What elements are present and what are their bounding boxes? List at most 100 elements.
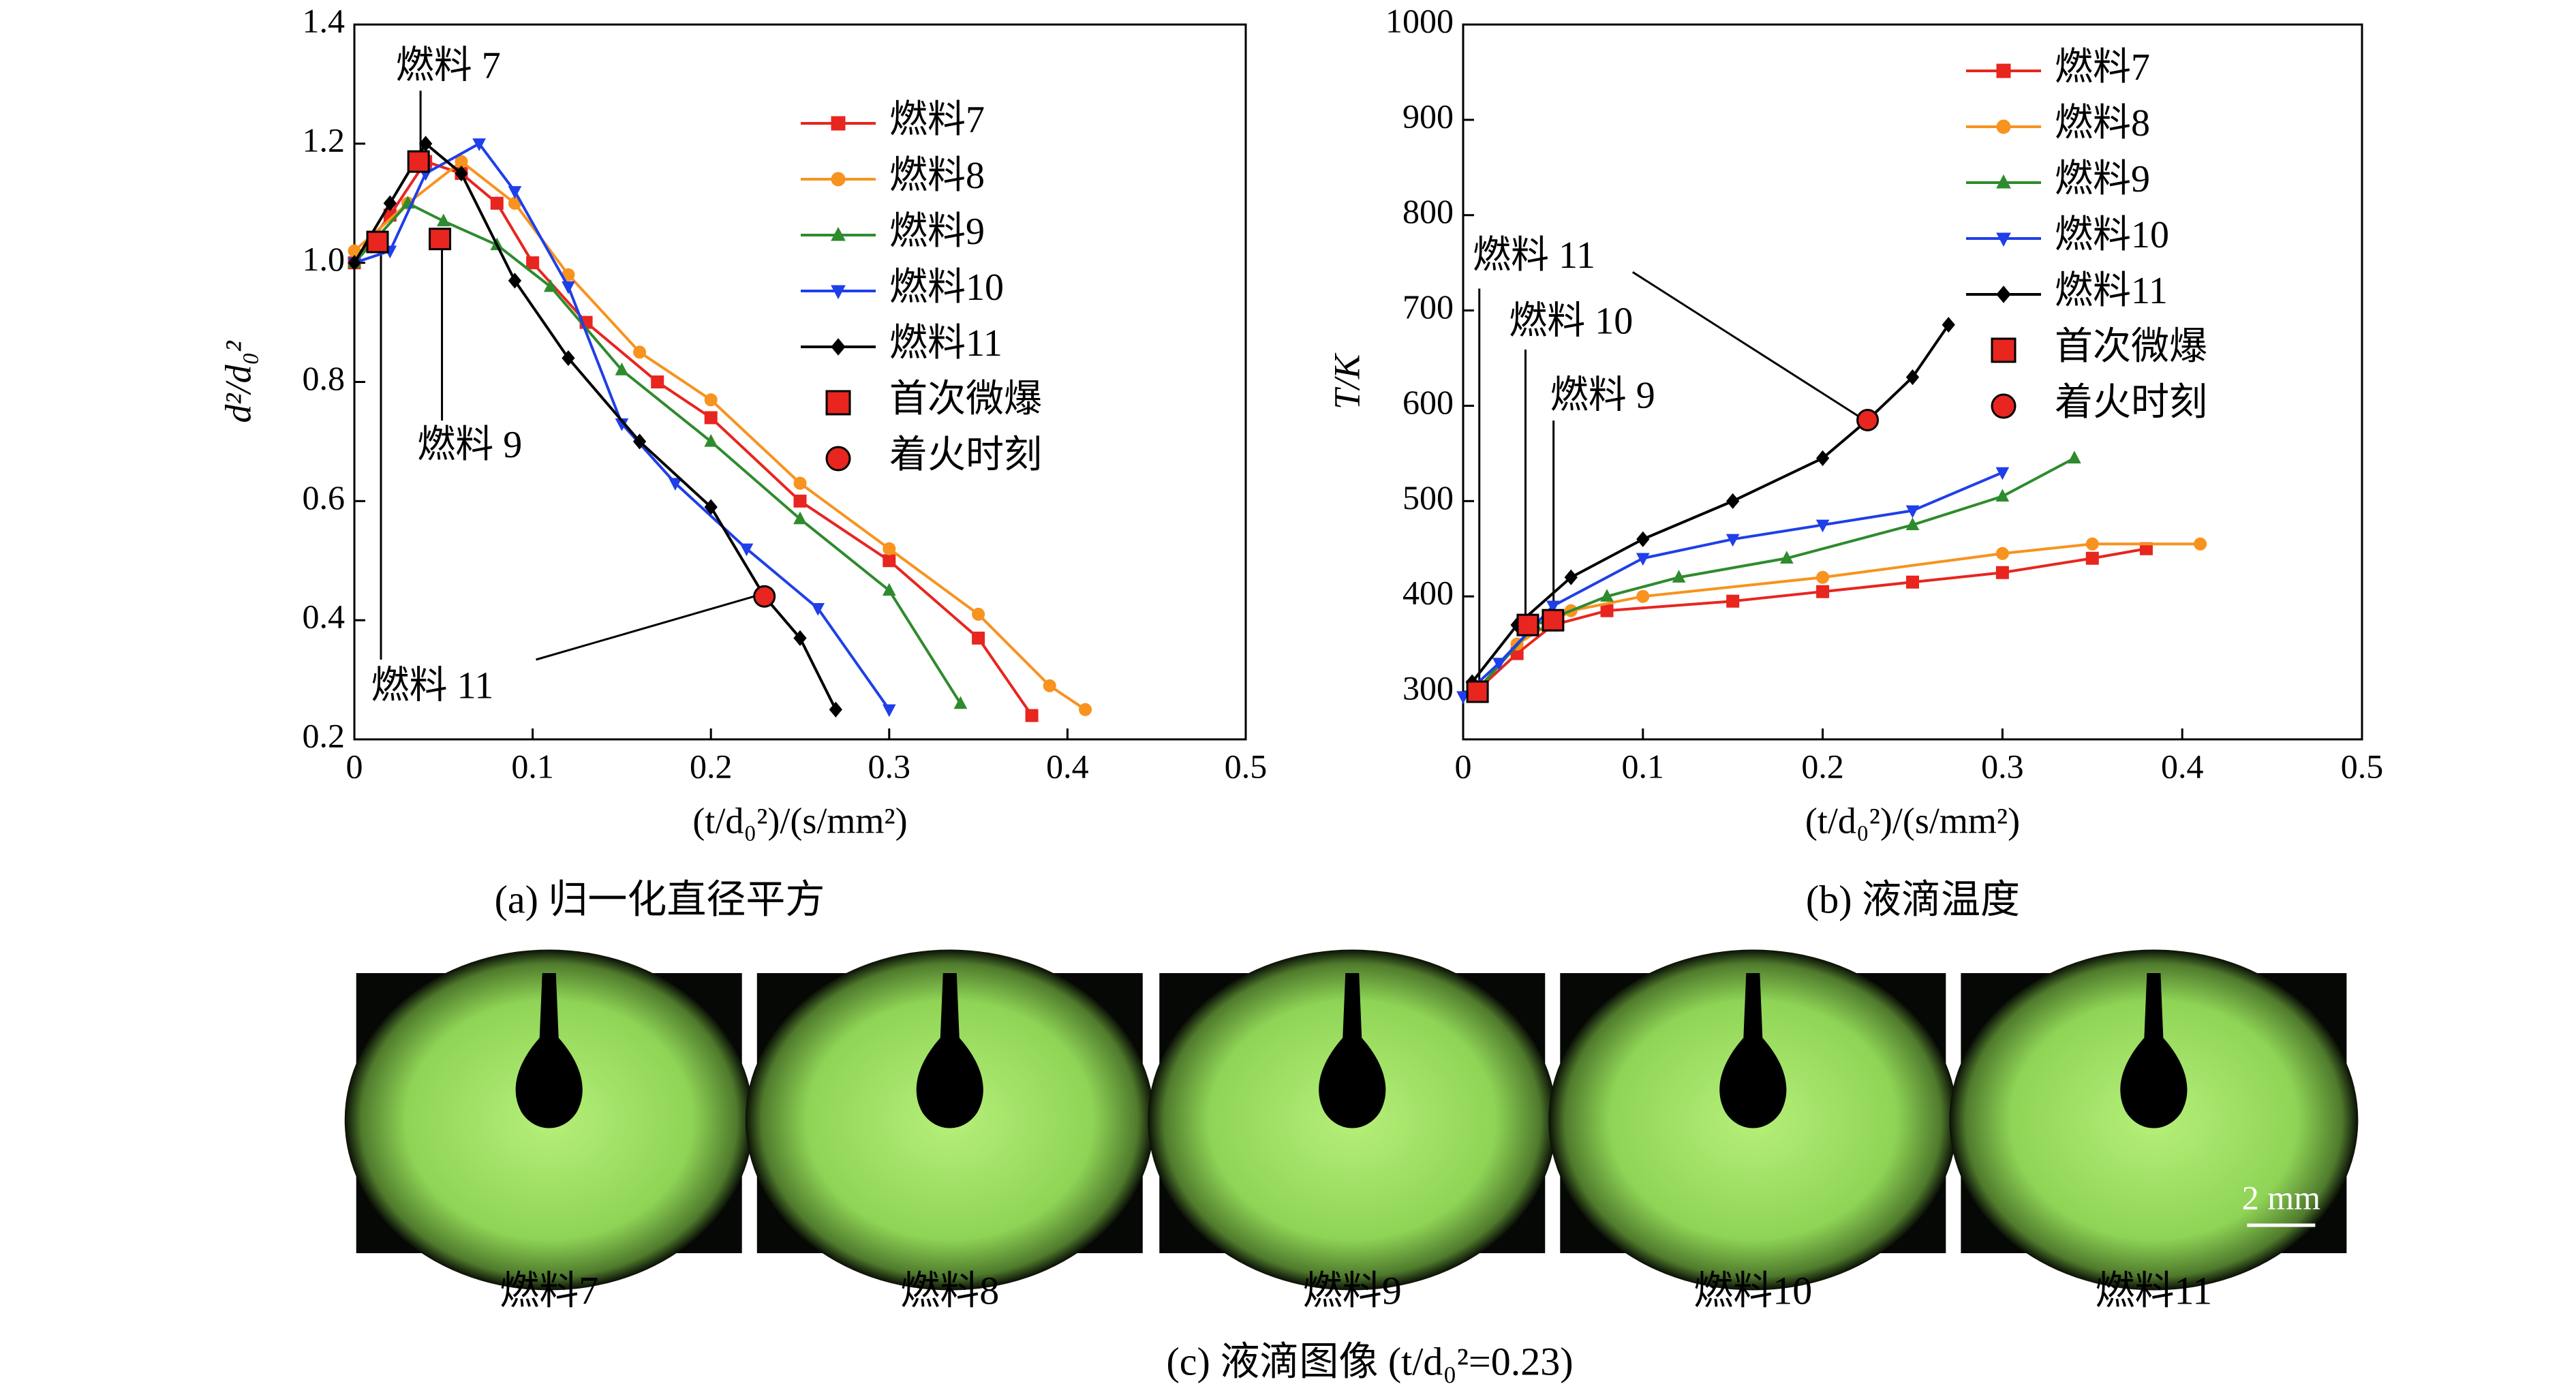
legend-marker bbox=[1996, 63, 2011, 78]
marker bbox=[490, 196, 504, 210]
x-tick-label: 0 bbox=[1455, 747, 1472, 785]
marker bbox=[1905, 505, 1920, 519]
series-line bbox=[1462, 471, 2004, 698]
marker bbox=[972, 631, 985, 645]
marker bbox=[739, 543, 754, 557]
image-label: 燃料7 bbox=[500, 1268, 598, 1312]
marker bbox=[1025, 709, 1039, 722]
marker bbox=[651, 375, 664, 388]
marker bbox=[348, 255, 361, 271]
annotation: 燃料 10 bbox=[1509, 301, 1633, 343]
legend-marker bbox=[1991, 337, 2017, 363]
marker bbox=[562, 281, 575, 294]
marker bbox=[704, 499, 718, 515]
marker bbox=[793, 511, 807, 525]
series-line bbox=[353, 201, 962, 705]
marker bbox=[882, 583, 896, 596]
legend-label: 着火时刻 bbox=[2055, 382, 2207, 424]
marker bbox=[1995, 467, 2010, 480]
marker bbox=[883, 554, 896, 568]
legend-marker bbox=[831, 338, 846, 356]
y-tick-label: 0.8 bbox=[303, 359, 346, 397]
legend-marker bbox=[831, 116, 846, 131]
image-label: 燃料11 bbox=[2095, 1268, 2212, 1312]
marker bbox=[508, 186, 522, 199]
marker bbox=[793, 476, 807, 490]
marker bbox=[1466, 680, 1489, 703]
legend-marker bbox=[1996, 174, 2011, 189]
marker bbox=[1564, 569, 1578, 585]
y-tick-label: 400 bbox=[1402, 574, 1454, 612]
marker bbox=[2139, 542, 2153, 555]
droplet bbox=[1719, 973, 1787, 1128]
legend-label: 燃料9 bbox=[2055, 158, 2150, 200]
scale-bar-label: 2 mm bbox=[2242, 1178, 2320, 1216]
marker bbox=[1995, 566, 2009, 579]
droplet bbox=[1319, 973, 1386, 1128]
marker bbox=[562, 350, 575, 367]
x-tick-label: 0.2 bbox=[690, 747, 733, 785]
y-tick-label: 1.2 bbox=[303, 121, 346, 159]
marker bbox=[829, 701, 842, 718]
x-tick-label: 0.5 bbox=[2341, 747, 2384, 785]
y-tick-label: 800 bbox=[1402, 192, 1454, 230]
legend-label: 燃料8 bbox=[2055, 102, 2150, 144]
annotation: 燃料 9 bbox=[417, 424, 522, 466]
legend-label: 首次微爆 bbox=[2055, 326, 2207, 368]
marker bbox=[1636, 589, 1650, 603]
legend-marker bbox=[1996, 232, 2011, 247]
legend-label: 燃料7 bbox=[889, 99, 985, 141]
marker bbox=[615, 363, 629, 375]
marker bbox=[1726, 493, 1740, 509]
x-tick-label: 0.2 bbox=[1801, 747, 1844, 785]
annotation: 燃料 11 bbox=[371, 664, 494, 707]
marker bbox=[1542, 609, 1565, 632]
legend-label: 燃料7 bbox=[2055, 46, 2150, 89]
marker bbox=[882, 704, 896, 718]
marker bbox=[883, 542, 896, 555]
marker bbox=[953, 696, 968, 709]
images-caption: (c) 液滴图像 (t/d₀²=0.23) bbox=[1166, 1339, 1573, 1383]
marker bbox=[704, 411, 718, 425]
y-axis-label: d²/d₀² bbox=[217, 341, 258, 423]
droplet bbox=[916, 973, 983, 1128]
marker bbox=[1815, 450, 1830, 466]
marker bbox=[1905, 369, 1920, 386]
marker bbox=[1456, 691, 1470, 705]
marker bbox=[1995, 547, 2009, 560]
marker bbox=[472, 138, 486, 151]
legend-label: 燃料10 bbox=[889, 266, 1004, 309]
annotation-leader bbox=[1631, 271, 1866, 422]
legend-label: 燃料8 bbox=[889, 155, 985, 197]
marker bbox=[366, 230, 389, 253]
image-label: 燃料10 bbox=[1693, 1268, 1812, 1312]
marker bbox=[1516, 613, 1539, 636]
legend-label: 燃料11 bbox=[2055, 270, 2168, 312]
legend-marker bbox=[831, 172, 846, 187]
droplet bbox=[515, 973, 583, 1128]
x-axis-label: (t/d₀²)/(s/mm²) bbox=[692, 800, 907, 841]
marker bbox=[543, 279, 557, 292]
x-axis-label: (t/d₀²)/(s/mm²) bbox=[1805, 800, 2020, 841]
chart-caption: (b) 液滴温度 bbox=[1806, 877, 2020, 921]
legend-label: 燃料10 bbox=[2055, 214, 2169, 256]
marker bbox=[1636, 531, 1650, 547]
legend-label: 燃料9 bbox=[889, 211, 985, 253]
series-line bbox=[1474, 542, 2201, 693]
marker bbox=[1726, 594, 1740, 608]
legend-label: 首次微爆 bbox=[889, 378, 1042, 420]
marker bbox=[2068, 450, 2081, 464]
marker bbox=[1905, 517, 1920, 530]
marker bbox=[1780, 551, 1794, 564]
legend-marker bbox=[1991, 393, 2017, 419]
y-tick-label: 700 bbox=[1402, 288, 1454, 326]
droplet bbox=[2120, 973, 2188, 1128]
y-tick-label: 0.2 bbox=[303, 716, 346, 754]
marker bbox=[972, 607, 985, 621]
marker bbox=[633, 345, 647, 359]
marker bbox=[508, 273, 522, 289]
marker bbox=[753, 585, 776, 608]
x-tick-label: 0.1 bbox=[511, 747, 554, 785]
marker bbox=[1816, 585, 1830, 598]
